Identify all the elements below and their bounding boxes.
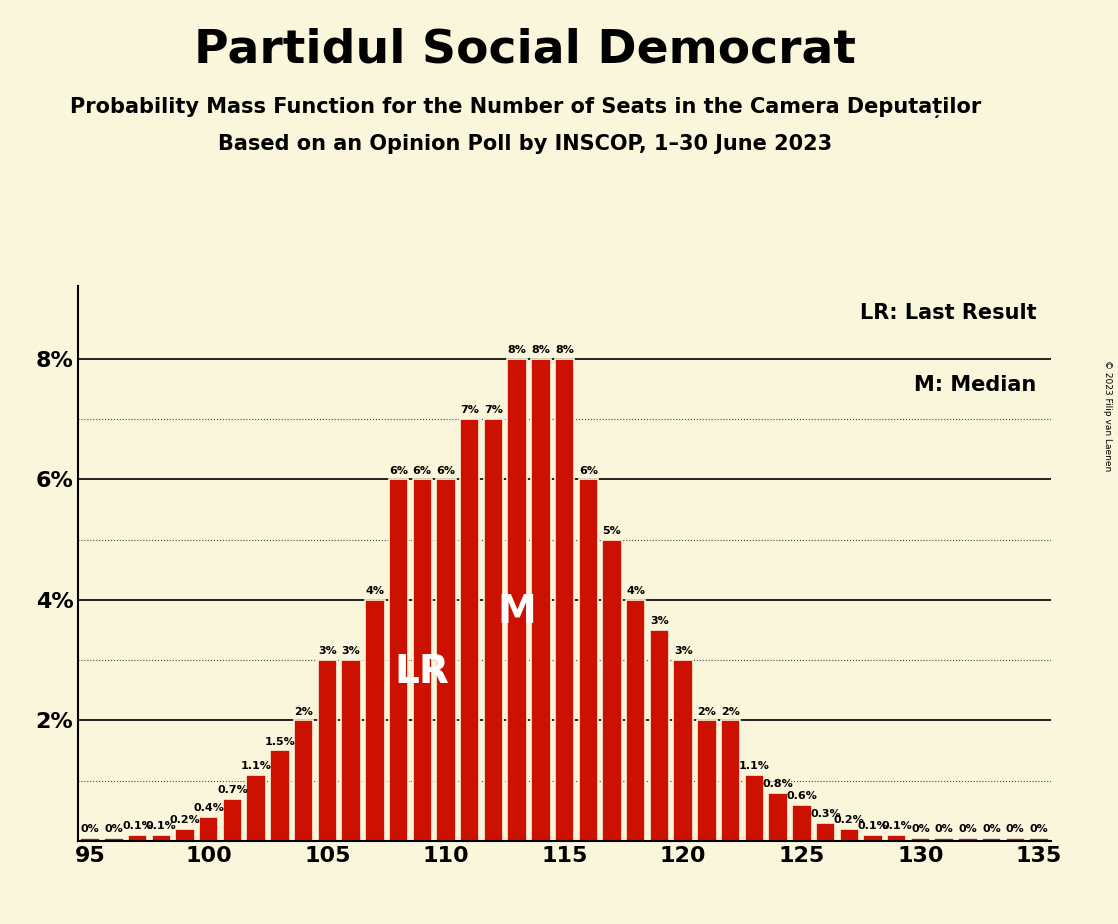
Text: 0%: 0% (104, 824, 123, 834)
Text: 0%: 0% (911, 824, 930, 834)
Bar (127, 834, 148, 841)
Bar (436, 480, 456, 841)
Bar (603, 540, 622, 841)
Text: 7%: 7% (461, 406, 480, 416)
Text: LR: Last Result: LR: Last Result (860, 303, 1036, 323)
Bar (698, 721, 717, 841)
Bar (531, 359, 550, 841)
Text: 0.1%: 0.1% (881, 821, 912, 832)
Bar (887, 834, 907, 841)
Text: 0.2%: 0.2% (170, 815, 200, 825)
Text: 0%: 0% (958, 824, 977, 834)
Bar (413, 480, 432, 841)
Bar (935, 838, 954, 841)
Text: 3%: 3% (342, 647, 360, 656)
Text: 0.6%: 0.6% (786, 791, 817, 801)
Text: 1.1%: 1.1% (240, 761, 272, 771)
Bar (555, 359, 575, 841)
Bar (863, 834, 883, 841)
Bar (176, 829, 195, 841)
Bar (222, 798, 243, 841)
Text: 3%: 3% (674, 647, 692, 656)
Text: 4%: 4% (366, 586, 385, 596)
Bar (459, 419, 480, 841)
Text: 8%: 8% (556, 346, 574, 355)
Bar (626, 600, 645, 841)
Bar (1005, 838, 1025, 841)
Text: © 2023 Filip van Laenen: © 2023 Filip van Laenen (1103, 360, 1112, 471)
Bar (199, 817, 218, 841)
Text: 0.1%: 0.1% (858, 821, 889, 832)
Text: 7%: 7% (484, 406, 503, 416)
Text: 0.1%: 0.1% (122, 821, 153, 832)
Bar (508, 359, 527, 841)
Bar (673, 660, 693, 841)
Text: 0.2%: 0.2% (834, 815, 864, 825)
Text: Partidul Social Democrat: Partidul Social Democrat (195, 28, 856, 73)
Bar (982, 838, 1002, 841)
Bar (294, 721, 313, 841)
Bar (80, 838, 100, 841)
Text: 0.1%: 0.1% (146, 821, 177, 832)
Text: 8%: 8% (508, 346, 527, 355)
Bar (389, 480, 408, 841)
Text: 0.8%: 0.8% (762, 779, 794, 789)
Bar (104, 838, 124, 841)
Text: 2%: 2% (721, 707, 740, 717)
Text: 3%: 3% (650, 616, 669, 626)
Text: 0.3%: 0.3% (811, 809, 841, 820)
Text: 1.1%: 1.1% (739, 761, 770, 771)
Bar (650, 630, 670, 841)
Text: 3%: 3% (318, 647, 337, 656)
Bar (958, 838, 977, 841)
Bar (271, 750, 290, 841)
Bar (579, 480, 598, 841)
Bar (840, 829, 859, 841)
Bar (745, 774, 764, 841)
Text: 4%: 4% (626, 586, 645, 596)
Bar (318, 660, 338, 841)
Text: 6%: 6% (389, 466, 408, 476)
Text: 6%: 6% (579, 466, 598, 476)
Text: M: M (498, 593, 537, 631)
Bar (341, 660, 361, 841)
Bar (911, 838, 930, 841)
Text: M: Median: M: Median (915, 375, 1036, 395)
Text: 0%: 0% (80, 824, 100, 834)
Text: 0%: 0% (935, 824, 954, 834)
Text: 2%: 2% (294, 707, 313, 717)
Bar (366, 600, 385, 841)
Bar (768, 793, 788, 841)
Text: Based on an Opinion Poll by INSCOP, 1–30 June 2023: Based on an Opinion Poll by INSCOP, 1–30… (218, 134, 833, 154)
Text: 0%: 0% (983, 824, 1001, 834)
Bar (792, 805, 812, 841)
Text: 5%: 5% (603, 526, 622, 536)
Bar (816, 822, 835, 841)
Bar (152, 834, 171, 841)
Bar (246, 774, 266, 841)
Text: LR: LR (395, 653, 449, 691)
Text: 2%: 2% (698, 707, 717, 717)
Text: 0%: 0% (1006, 824, 1025, 834)
Text: 0.7%: 0.7% (217, 785, 248, 795)
Text: 6%: 6% (413, 466, 432, 476)
Text: 6%: 6% (436, 466, 455, 476)
Text: 0%: 0% (1030, 824, 1049, 834)
Bar (1030, 838, 1049, 841)
Bar (484, 419, 503, 841)
Text: 0.4%: 0.4% (193, 803, 225, 813)
Text: Probability Mass Function for the Number of Seats in the Camera Deputaților: Probability Mass Function for the Number… (69, 97, 982, 118)
Bar (721, 721, 740, 841)
Text: 1.5%: 1.5% (265, 736, 295, 747)
Text: 8%: 8% (531, 346, 550, 355)
